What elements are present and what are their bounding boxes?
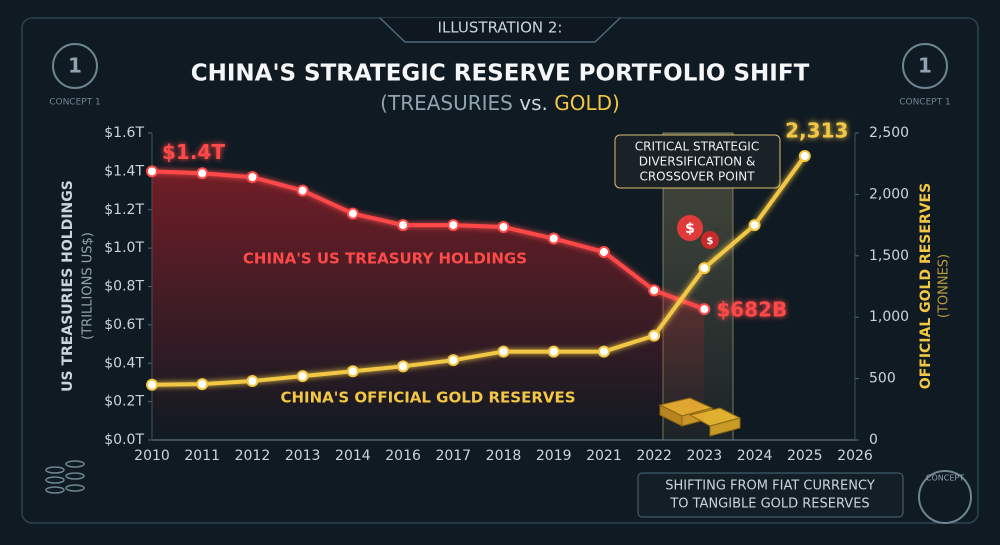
y-tick-label: $0.8T <box>104 279 144 295</box>
x-tick-label: 2013 <box>285 448 321 464</box>
series-label: CHINA'S US TREASURY HOLDINGS <box>243 250 527 268</box>
y2-tick-label: 1,500 <box>869 248 909 264</box>
footer-box <box>637 472 904 518</box>
data-point <box>296 184 309 197</box>
y-tick-label: $0.6T <box>104 317 144 333</box>
data-point <box>196 167 209 180</box>
value-label: $1.4T <box>162 140 225 164</box>
kicker: ILLUSTRATION 2: <box>438 19 563 37</box>
y-tick-label: $1.6T <box>104 125 144 141</box>
badge-label: CONCEPT <box>926 474 964 483</box>
data-point <box>146 165 158 178</box>
x-tick-label: 2021 <box>586 448 622 464</box>
annotation: CROSSOVER POINT <box>639 170 755 184</box>
data-point <box>146 378 158 391</box>
x-tick-label: 2017 <box>435 448 471 464</box>
subtitle-part: (TREASURIES <box>380 91 513 115</box>
y-tick-label: $0.0T <box>104 432 144 448</box>
x-tick-label: 2012 <box>235 448 271 464</box>
y-axis-title: (TRILLIONS US$) <box>81 232 96 340</box>
data-point <box>698 262 711 275</box>
x-tick-label: 2023 <box>687 448 723 464</box>
footer-text: SHIFTING FROM FIAT CURRENCY <box>665 479 875 494</box>
data-point <box>547 345 560 358</box>
value-label: 2,313 <box>785 118 848 142</box>
x-tick-label: 2024 <box>737 448 773 464</box>
badge-ring <box>918 470 972 524</box>
annotation-box <box>614 134 781 189</box>
y-tick-label: $0.2T <box>104 394 144 410</box>
badge-number: 1 <box>68 54 82 78</box>
subtitle: (TREASURIES vs. GOLD) <box>380 91 620 115</box>
chart-title: CHINA'S STRATEGIC RESERVE PORTFOLIO SHIF… <box>191 61 810 87</box>
data-point <box>447 219 460 232</box>
data-point <box>397 360 410 373</box>
y-tick-label: $1.0T <box>104 240 144 256</box>
area <box>152 171 705 440</box>
data-point <box>497 345 510 358</box>
x-tick-label: 2014 <box>335 448 371 464</box>
badge-label: CONCEPT 1 <box>899 98 951 108</box>
x-tick-label: 2010 <box>134 448 170 464</box>
y-tick-label: $1.4T <box>104 163 144 179</box>
svg-text:$: $ <box>685 221 695 237</box>
series-label: CHINA'S OFFICIAL GOLD RESERVES <box>280 389 575 407</box>
data-point <box>648 284 661 297</box>
badge-number: 1 <box>918 54 932 78</box>
data-point <box>296 370 309 383</box>
data-point <box>597 245 610 258</box>
data-point <box>447 354 460 367</box>
series-line <box>151 154 807 387</box>
data-point <box>748 219 761 232</box>
badge-label: CONCEPT 1 <box>49 98 101 108</box>
y2-tick-label: 1,000 <box>869 309 909 325</box>
y-axis-title: US TREASURIES HOLDINGS <box>60 180 76 392</box>
badge-ring <box>902 43 948 89</box>
coins-icon <box>45 460 85 494</box>
badge-ring <box>52 43 98 89</box>
data-point <box>346 207 359 220</box>
dollar-icon: $$ <box>677 215 719 249</box>
x-tick-label: 2018 <box>486 448 522 464</box>
subtitle-part: GOLD) <box>554 91 620 115</box>
data-point <box>547 232 560 245</box>
x-tick-label: 2022 <box>636 448 672 464</box>
data-point <box>798 149 811 162</box>
y-tick-label: $0.4T <box>104 355 144 371</box>
y-tick-label: $1.2T <box>104 202 144 218</box>
subtitle-part: vs. <box>519 91 548 115</box>
data-point <box>246 375 259 388</box>
footer-text: TO TANGIBLE GOLD RESERVES <box>669 497 869 512</box>
y2-tick-label: 0 <box>869 432 878 448</box>
x-tick-label: 2016 <box>385 448 421 464</box>
y2-tick-label: 500 <box>869 371 896 387</box>
y2-tick-label: 2,000 <box>869 186 909 202</box>
y2-axis-title: (TONNES) <box>937 254 952 318</box>
value-label: $682B <box>716 298 787 322</box>
x-tick-label: 2011 <box>184 448 220 464</box>
y2-tick-label: 2,500 <box>869 125 909 141</box>
data-point <box>597 345 610 358</box>
data-point <box>346 365 359 378</box>
y2-axis-title: OFFICIAL GOLD RESERVES <box>918 183 934 389</box>
kicker-tab <box>379 17 621 43</box>
data-point <box>196 378 209 391</box>
series-line <box>151 169 706 312</box>
svg-text:$: $ <box>707 236 714 247</box>
x-tick-label: 2026 <box>837 448 873 464</box>
data-point <box>698 303 711 316</box>
x-tick-label: 2019 <box>536 448 572 464</box>
data-point <box>397 219 410 232</box>
annotation: CRITICAL STRATEGIC <box>635 140 759 154</box>
data-point <box>648 329 661 342</box>
data-point <box>497 221 510 234</box>
annotation: DIVERSIFICATION & <box>639 155 756 169</box>
x-tick-label: 2025 <box>787 448 823 464</box>
data-point <box>246 171 259 184</box>
